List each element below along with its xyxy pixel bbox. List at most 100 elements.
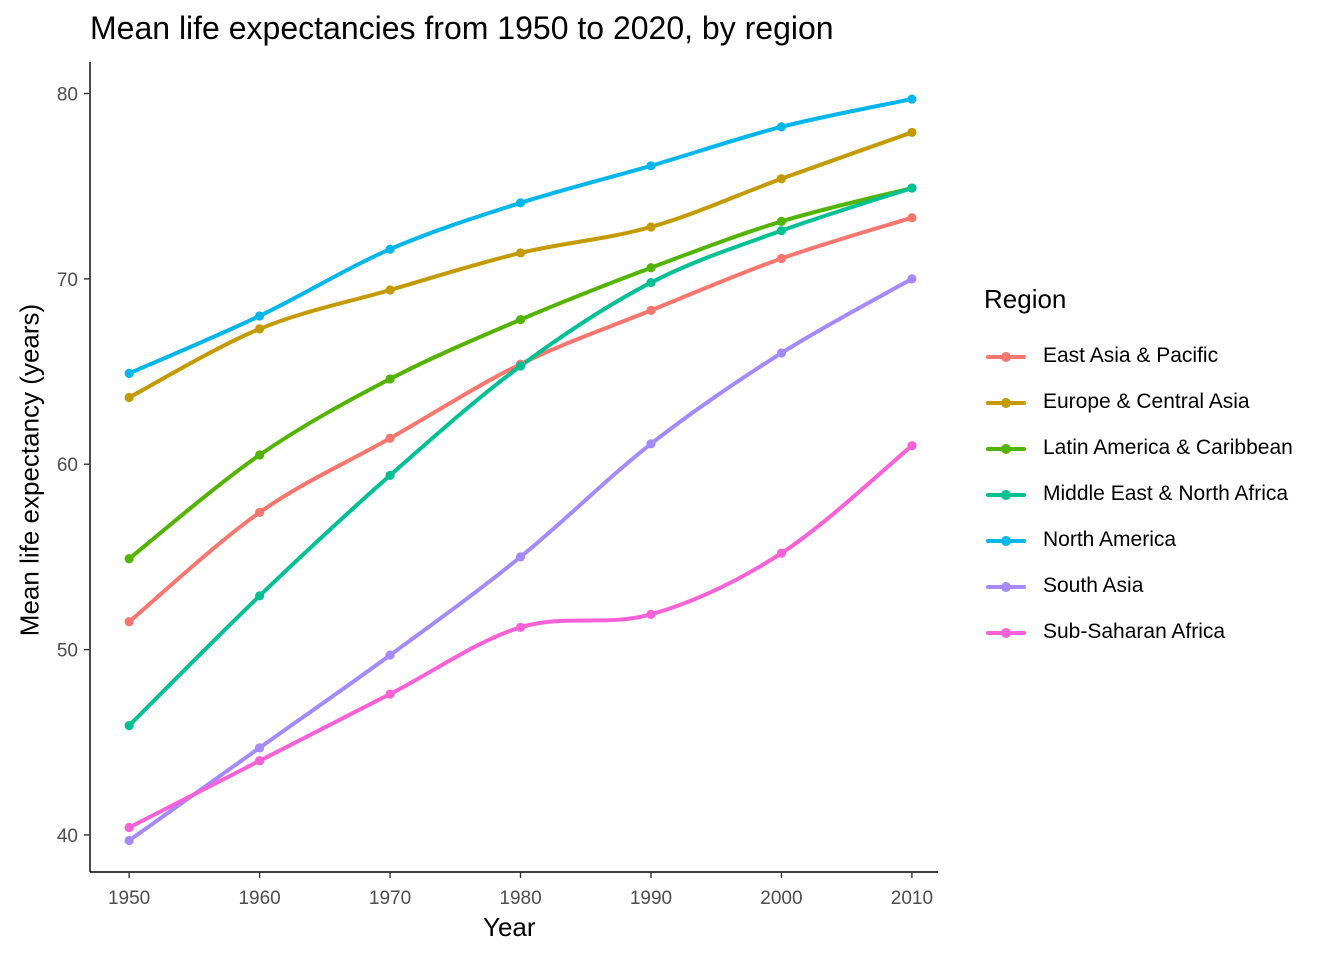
series-point-1: [646, 222, 656, 232]
series-point-0: [646, 305, 656, 315]
x-tick-label: 1970: [369, 888, 411, 909]
series-point-0: [124, 617, 134, 627]
legend-item: Middle East & North Africa: [984, 471, 1293, 517]
legend-item: South Asia: [984, 563, 1293, 609]
legend-key: [984, 484, 1028, 504]
series-point-5: [776, 348, 787, 358]
legend-label: North America: [1043, 528, 1177, 551]
legend-key: [984, 622, 1028, 642]
series-point-3: [124, 720, 134, 731]
chart-title: Mean life expectancies from 1950 to 2020…: [90, 10, 834, 46]
series-point-6: [255, 756, 265, 766]
legend-key-dot: [1001, 490, 1011, 500]
series-point-0: [907, 213, 917, 223]
series-point-2: [646, 263, 656, 273]
x-axis-title: Year: [483, 912, 536, 942]
legend-key: [984, 438, 1028, 458]
series-point-5: [515, 552, 526, 562]
series-point-0: [776, 253, 787, 264]
series-line-4: [127, 97, 914, 376]
legend-key: [984, 392, 1028, 412]
series-point-1: [515, 248, 526, 258]
x-tick-label: 1950: [108, 888, 150, 909]
series-point-5: [124, 835, 134, 846]
series-line-6: [127, 443, 914, 830]
series-point-5: [385, 650, 395, 660]
series-point-6: [907, 441, 917, 451]
series-point-1: [255, 324, 265, 334]
series-point-3: [907, 183, 917, 193]
series-point-3: [776, 226, 787, 236]
legend-label: East Asia & Pacific: [1043, 344, 1219, 367]
series-point-2: [124, 554, 134, 564]
legend-item: East Asia & Pacific: [984, 333, 1293, 379]
legend-item: Europe & Central Asia: [984, 379, 1293, 425]
legend-items: East Asia & Pacific Europe & Central Asia…: [984, 333, 1293, 655]
legend-label: Sub-Saharan Africa: [1043, 620, 1226, 643]
legend-label: Middle East & North Africa: [1043, 482, 1289, 505]
series-point-6: [385, 689, 395, 699]
series-point-6: [124, 822, 134, 833]
series-point-3: [385, 470, 395, 480]
x-tick-label: 1990: [630, 888, 672, 909]
series-point-2: [776, 216, 787, 227]
series-point-6: [776, 548, 787, 558]
series-point-3: [255, 591, 265, 601]
y-tick-label: 60: [57, 455, 78, 476]
series-point-5: [255, 743, 265, 753]
series-line-3: [127, 186, 914, 728]
legend-key-dot: [1001, 352, 1011, 362]
series-point-4: [646, 161, 656, 171]
series-point-1: [907, 127, 917, 138]
legend: Region East Asia & Pacific Europe & Centr…: [984, 284, 1293, 655]
series-point-2: [255, 450, 265, 460]
series-point-6: [646, 609, 656, 619]
series-point-3: [646, 277, 656, 288]
legend-key: [984, 346, 1028, 366]
x-tick-label: 1960: [238, 888, 280, 909]
legend-title: Region: [984, 284, 1067, 314]
y-tick-label: 70: [57, 270, 78, 291]
legend-item: North America: [984, 517, 1293, 563]
series-point-1: [385, 285, 395, 295]
series-point-1: [124, 392, 134, 403]
y-tick-label: 80: [57, 85, 78, 106]
series-point-2: [515, 315, 526, 325]
y-tick-label: 50: [57, 641, 78, 662]
legend-key-dot: [1001, 536, 1011, 546]
y-axis-title: Mean life expectancy (years): [14, 303, 45, 637]
series-point-3: [515, 361, 526, 371]
legend-key-dot: [1001, 628, 1011, 638]
series-point-4: [515, 198, 526, 208]
legend-key-dot: [1001, 582, 1011, 592]
legend-label: Latin America & Caribbean: [1043, 436, 1293, 459]
legend-item: Sub-Saharan Africa: [984, 609, 1293, 655]
x-tick-label: 2000: [760, 888, 802, 909]
series-point-0: [255, 507, 265, 518]
y-tick-label: 40: [57, 826, 78, 847]
legend-item: Latin America & Caribbean: [984, 425, 1293, 471]
series-point-4: [255, 311, 265, 321]
series-point-4: [385, 244, 395, 254]
series-point-2: [385, 374, 395, 384]
series-point-5: [907, 274, 917, 284]
legend-key: [984, 530, 1028, 550]
legend-key-dot: [1001, 398, 1011, 408]
series-line-2: [127, 186, 914, 561]
series-point-4: [776, 122, 787, 132]
series-point-4: [907, 94, 917, 104]
series-point-0: [385, 433, 395, 443]
series-point-6: [515, 622, 526, 632]
legend-label: Europe & Central Asia: [1043, 390, 1250, 413]
series-point-5: [646, 439, 656, 449]
legend-label: South Asia: [1043, 574, 1144, 597]
x-tick-label: 1980: [499, 888, 541, 909]
series-point-1: [776, 174, 787, 184]
series-point-4: [124, 368, 134, 378]
legend-key-dot: [1001, 444, 1011, 454]
series-line-1: [127, 130, 914, 400]
x-tick-label: 2010: [891, 888, 933, 909]
legend-key: [984, 576, 1028, 596]
